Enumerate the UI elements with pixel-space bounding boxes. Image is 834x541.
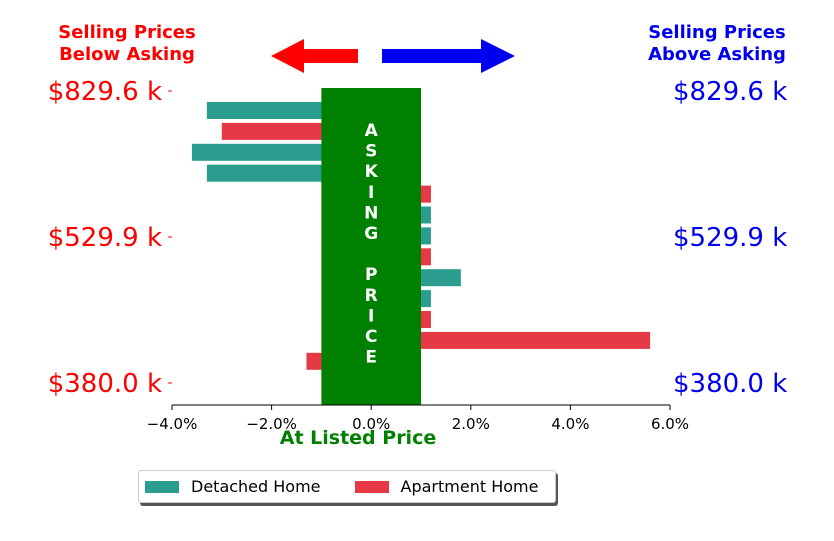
price-label-right-high: $829.6 k <box>673 77 787 107</box>
asking-price-letter: A <box>365 121 379 141</box>
legend-swatch-detached <box>145 480 179 493</box>
legend-item-detached: Detached Home <box>145 477 321 496</box>
legend-item-apartment: Apartment Home <box>354 477 539 496</box>
asking-price-letter: C <box>365 327 377 347</box>
left-arrow-icon <box>271 39 358 73</box>
x-tick-label: 4.0% <box>551 415 589 433</box>
header-above-line2: Above Asking <box>648 44 786 65</box>
x-tick-label: 2.0% <box>452 415 490 433</box>
legend-label-detached: Detached Home <box>191 477 321 496</box>
x-tick-label: 6.0% <box>651 415 689 433</box>
legend-swatch-apartment <box>354 480 389 493</box>
asking-price-letter: N <box>364 203 378 223</box>
asking-price-letter: R <box>365 286 378 306</box>
header-below-line1: Selling Prices <box>58 22 195 43</box>
asking-price-letter: I <box>368 183 374 203</box>
header-above-line1: Selling Prices <box>648 22 785 43</box>
asking-price-letter: E <box>365 348 377 368</box>
asking-price-band <box>321 88 421 405</box>
x-axis-label: At Listed Price <box>280 427 436 449</box>
header-below-line2: Below Asking <box>59 44 195 65</box>
asking-price-letter: K <box>365 162 379 182</box>
x-tick-label: −2.0% <box>246 415 297 433</box>
asking-price-letter: I <box>368 306 374 326</box>
asking-price-letter: G <box>364 224 378 244</box>
price-label-left-low: $380.0 k <box>48 369 162 399</box>
price-label-right-low: $380.0 k <box>673 369 787 399</box>
x-tick-label: 0.0% <box>352 415 390 433</box>
asking-price-letter: P <box>365 265 377 285</box>
x-axis: −4.0% −2.0% 0.0% 2.0% 4.0% 6.0% <box>147 404 689 433</box>
price-label-right-mid: $529.9 k <box>673 223 787 253</box>
price-label-left-high: $829.6 k <box>48 77 162 107</box>
legend-label-apartment: Apartment Home <box>400 477 539 496</box>
legend: Detached Home Apartment Home <box>138 470 556 503</box>
asking-price-letter: S <box>365 142 377 162</box>
bar-apartment <box>371 331 651 349</box>
price-label-left-mid: $529.9 k <box>48 223 162 253</box>
right-arrow-icon <box>382 39 515 73</box>
x-tick-label: −4.0% <box>147 415 198 433</box>
